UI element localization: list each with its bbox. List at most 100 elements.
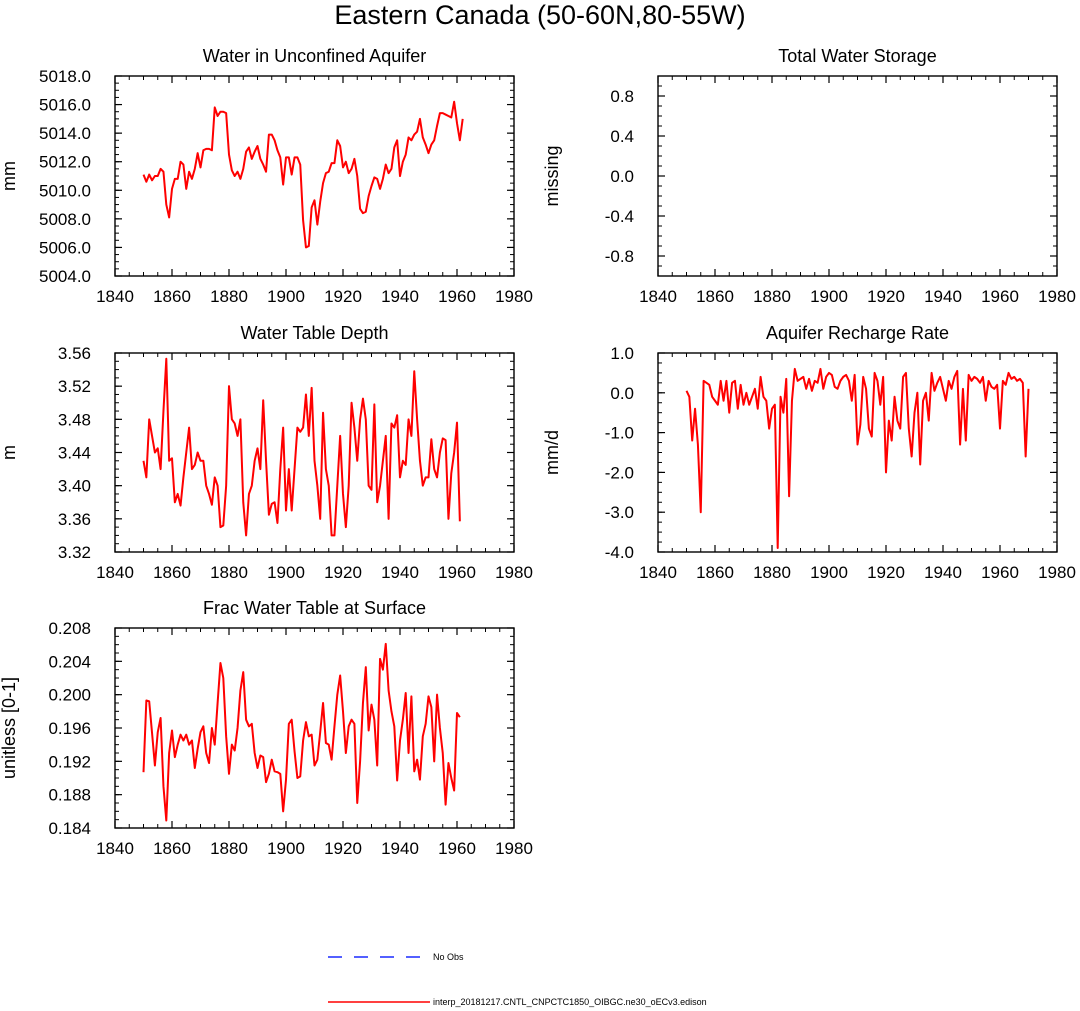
x-tick-label: 1980 bbox=[1038, 563, 1076, 582]
plot-frame bbox=[657, 75, 1058, 277]
y-tick-label: 5008.0 bbox=[39, 210, 91, 229]
legend-obs-label: No Obs bbox=[433, 952, 464, 962]
y-tick-label: 5014.0 bbox=[39, 124, 91, 143]
y-tick-label: 3.56 bbox=[58, 344, 91, 363]
y-tick-label: 3.44 bbox=[58, 444, 91, 463]
y-tick-label: 0.8 bbox=[610, 87, 634, 106]
y-axis-label: missing bbox=[542, 145, 562, 206]
y-tick-label: -4.0 bbox=[605, 543, 634, 562]
y-tick-label: 0.192 bbox=[48, 752, 91, 771]
y-tick-label: -0.4 bbox=[605, 207, 634, 226]
y-tick-label: -0.8 bbox=[605, 247, 634, 266]
y-tick-label: 1.0 bbox=[610, 344, 634, 363]
chart-panel-5: Frac Water Table at Surface unitless [0-1… bbox=[0, 598, 533, 858]
x-tick-label: 1840 bbox=[639, 287, 677, 306]
x-tick-label: 1880 bbox=[753, 563, 791, 582]
x-tick-label: 1900 bbox=[267, 287, 305, 306]
x-tick-label: 1940 bbox=[924, 287, 962, 306]
plot-frame bbox=[657, 352, 1058, 553]
x-tick-label: 1900 bbox=[810, 563, 848, 582]
y-tick-label: 5010.0 bbox=[39, 181, 91, 200]
y-tick-label: 0.0 bbox=[610, 167, 634, 186]
y-axis-label: mm bbox=[0, 161, 19, 191]
x-tick-label: 1840 bbox=[639, 563, 677, 582]
y-tick-label: 3.32 bbox=[58, 543, 91, 562]
x-tick-label: 1940 bbox=[381, 287, 419, 306]
y-tick-label: 3.36 bbox=[58, 510, 91, 529]
y-tick-label: 5004.0 bbox=[39, 267, 91, 286]
x-tick-label: 1980 bbox=[495, 287, 533, 306]
y-tick-label: 0.200 bbox=[48, 686, 91, 705]
y-tick-label: 5012.0 bbox=[39, 153, 91, 172]
x-tick-label: 1940 bbox=[924, 563, 962, 582]
y-tick-label: 0.4 bbox=[610, 127, 634, 146]
x-tick-label: 1960 bbox=[438, 563, 476, 582]
x-tick-label: 1920 bbox=[324, 563, 362, 582]
x-tick-label: 1980 bbox=[495, 563, 533, 582]
x-tick-label: 1920 bbox=[324, 839, 362, 858]
y-tick-label: 5006.0 bbox=[39, 238, 91, 257]
x-tick-label: 1880 bbox=[210, 839, 248, 858]
y-tick-label: -3.0 bbox=[605, 503, 634, 522]
panel-title: Water in Unconfined Aquifer bbox=[203, 46, 426, 66]
y-axis-label: unitless [0-1] bbox=[0, 677, 19, 779]
x-tick-label: 1960 bbox=[981, 287, 1019, 306]
x-tick-label: 1960 bbox=[438, 287, 476, 306]
x-tick-label: 1880 bbox=[753, 287, 791, 306]
y-tick-label: 0.208 bbox=[48, 619, 91, 638]
legend-model-label: interp_20181217.CNTL_CNPCTC1850_OIBGC.ne… bbox=[433, 997, 707, 1007]
y-tick-label: 0.0 bbox=[610, 384, 634, 403]
x-tick-label: 1900 bbox=[267, 563, 305, 582]
chart-panel-1: Water in Unconfined Aquifer mm 1840 1860 188… bbox=[0, 46, 533, 306]
series-line-model bbox=[685, 367, 1030, 550]
y-tick-label: 0.204 bbox=[48, 652, 91, 671]
x-tick-label: 1860 bbox=[153, 563, 191, 582]
x-tick-label: 1860 bbox=[696, 287, 734, 306]
series-line-model bbox=[142, 357, 461, 537]
x-tick-label: 1860 bbox=[153, 287, 191, 306]
chart-panel-4: Aquifer Recharge Rate mm/d 1840 1860 1880 190… bbox=[542, 323, 1076, 582]
series-line-model bbox=[142, 642, 461, 822]
chart-panel-3: Water Table Depth m 1840 1860 1880 1900 1920 19… bbox=[0, 323, 533, 582]
x-tick-label: 1880 bbox=[210, 287, 248, 306]
y-tick-label: 3.52 bbox=[58, 377, 91, 396]
y-tick-label: 5016.0 bbox=[39, 96, 91, 115]
y-tick-label: -2.0 bbox=[605, 463, 634, 482]
panel-title: Water Table Depth bbox=[240, 323, 388, 343]
panels: Water in Unconfined Aquifer mm 1840 1860 188… bbox=[0, 46, 1076, 858]
x-tick-label: 1920 bbox=[867, 563, 905, 582]
chart-panel-2: Total Water Storage missing 1840 1860 1880 19… bbox=[542, 46, 1076, 306]
y-tick-label: 3.48 bbox=[58, 410, 91, 429]
panel-title: Frac Water Table at Surface bbox=[203, 598, 426, 618]
y-axis-label: mm/d bbox=[542, 430, 562, 475]
plot-frame bbox=[114, 627, 515, 829]
x-tick-label: 1980 bbox=[495, 839, 533, 858]
x-tick-label: 1920 bbox=[324, 287, 362, 306]
x-tick-label: 1920 bbox=[867, 287, 905, 306]
x-tick-label: 1840 bbox=[96, 563, 134, 582]
x-tick-label: 1900 bbox=[267, 839, 305, 858]
x-tick-label: 1980 bbox=[1038, 287, 1076, 306]
x-tick-label: 1960 bbox=[981, 563, 1019, 582]
series-line-model bbox=[142, 100, 464, 249]
y-tick-label: 5018.0 bbox=[39, 67, 91, 86]
legend: No Obs interp_20181217.CNTL_CNPCTC1850_O… bbox=[328, 952, 707, 1007]
page-title: Eastern Canada (50-60N,80-55W) bbox=[334, 0, 745, 30]
x-tick-label: 1940 bbox=[381, 839, 419, 858]
panel-title: Aquifer Recharge Rate bbox=[766, 323, 949, 343]
x-tick-label: 1880 bbox=[210, 563, 248, 582]
y-tick-label: 0.184 bbox=[48, 819, 91, 838]
y-axis-label: m bbox=[0, 445, 19, 460]
panel-title: Total Water Storage bbox=[778, 46, 936, 66]
x-tick-label: 1940 bbox=[381, 563, 419, 582]
y-tick-label: 0.196 bbox=[48, 719, 91, 738]
y-tick-label: 0.188 bbox=[48, 786, 91, 805]
y-tick-label: 3.40 bbox=[58, 477, 91, 496]
x-tick-label: 1860 bbox=[153, 839, 191, 858]
x-tick-label: 1840 bbox=[96, 839, 134, 858]
y-tick-label: -1.0 bbox=[605, 424, 634, 443]
x-tick-label: 1900 bbox=[810, 287, 848, 306]
x-tick-label: 1960 bbox=[438, 839, 476, 858]
x-tick-label: 1840 bbox=[96, 287, 134, 306]
